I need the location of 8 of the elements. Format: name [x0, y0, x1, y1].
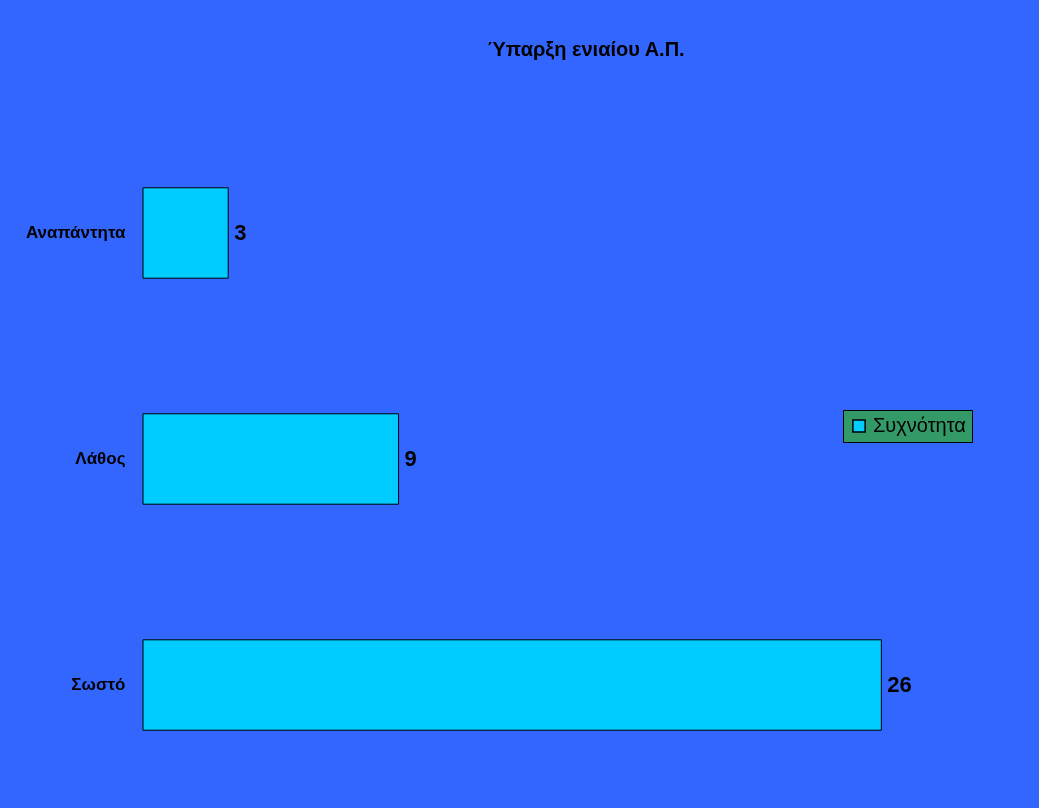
legend-label: Συχνότητα — [873, 414, 966, 436]
chart-title: Ύπαρξη ενιαίου Α.Π. — [487, 38, 685, 60]
data-label: 3 — [234, 220, 247, 245]
y-tick-label: Λάθος — [75, 449, 126, 468]
y-tick-label: Σωστό — [71, 675, 126, 694]
y-tick-label: Αναπάντητα — [25, 223, 127, 242]
data-label: 26 — [887, 672, 912, 697]
data-label: 9 — [404, 446, 417, 471]
